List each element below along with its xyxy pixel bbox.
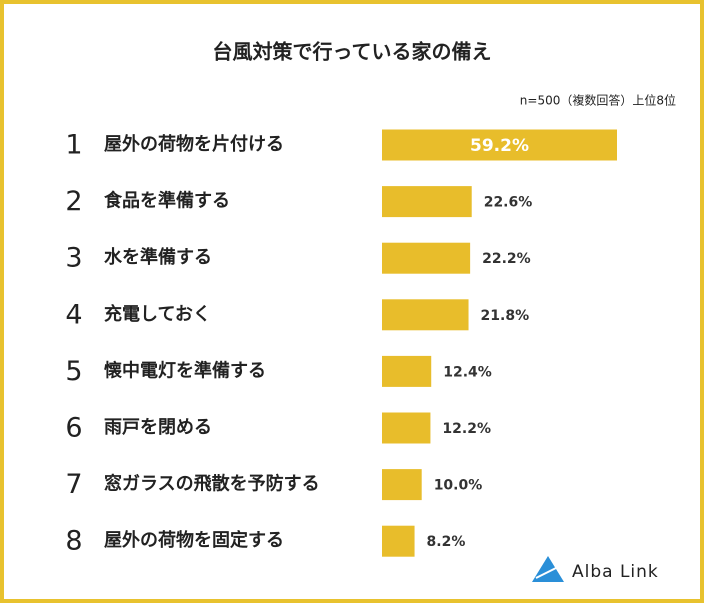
bar (382, 242, 471, 274)
category-label: 雨戸を閉める (104, 417, 212, 438)
value-label: 22.6% (484, 195, 533, 211)
rank-number: 1 (65, 130, 82, 161)
category-label: 水を準備する (104, 246, 212, 268)
rank-number: 2 (65, 186, 82, 217)
category-label: 懐中電灯を準備する (104, 359, 266, 381)
category-label: 充電しておく (104, 303, 211, 325)
chart-subtitle: n=500（複数回答）上位8位 (520, 93, 676, 108)
value-label: 59.2% (470, 136, 529, 156)
bar (382, 355, 432, 387)
rank-number: 4 (65, 299, 82, 330)
bar (382, 129, 617, 161)
bar (382, 186, 472, 218)
chart-title: 台風対策で行っている家の備え (213, 40, 492, 64)
bar (382, 525, 415, 557)
bar (382, 469, 422, 501)
value-label: 12.4% (443, 364, 492, 380)
category-label: 屋外の荷物を固定する (104, 529, 284, 551)
value-label: 12.2% (442, 421, 491, 437)
logo-text: Alba Link (572, 562, 659, 582)
category-label: 食品を準備する (103, 190, 230, 212)
bar (382, 412, 431, 444)
value-label: 8.2% (427, 534, 466, 550)
value-label: 22.2% (482, 251, 531, 267)
category-label: 窓ガラスの飛散を予防する (104, 473, 320, 495)
value-label: 10.0% (434, 478, 483, 494)
logo-stripe (535, 565, 561, 579)
bar (382, 299, 469, 331)
value-label: 21.8% (481, 308, 530, 324)
category-label: 屋外の荷物を片付ける (104, 133, 284, 155)
rank-number: 7 (65, 469, 82, 500)
rank-number: 3 (65, 243, 82, 274)
rank-number: 6 (65, 413, 82, 444)
logo: Alba Link (532, 556, 659, 582)
rank-number: 8 (65, 526, 82, 557)
rank-number: 5 (65, 356, 82, 387)
